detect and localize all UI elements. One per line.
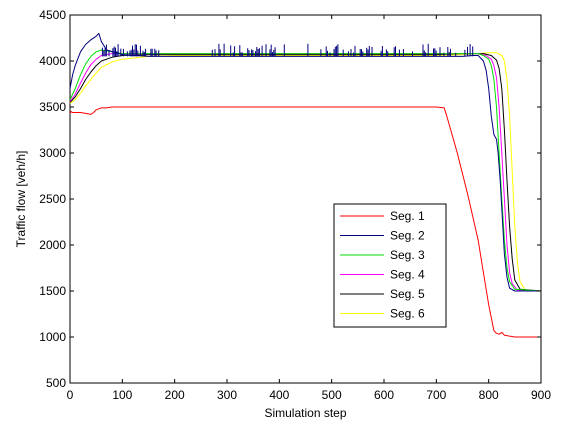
- x-tick-label: 800: [479, 388, 499, 402]
- x-tick-label: 0: [67, 388, 74, 402]
- x-tick-label: 600: [374, 388, 394, 402]
- legend-label-1: Seg. 1: [390, 209, 425, 223]
- x-tick-label: 900: [531, 388, 551, 402]
- legend-label-3: Seg. 3: [390, 248, 425, 262]
- y-tick-label: 4000: [39, 54, 66, 68]
- y-tick-label: 2500: [39, 192, 66, 206]
- x-tick-label: 500: [322, 388, 342, 402]
- y-axis-label: Traffic flow [veh/h]: [14, 151, 28, 248]
- y-tick-label: 3000: [39, 146, 66, 160]
- y-tick-label: 3500: [39, 100, 66, 114]
- x-tick-label: 700: [426, 388, 446, 402]
- x-tick-label: 200: [165, 388, 185, 402]
- axis-ticks: [69, 14, 542, 384]
- x-tick-label: 100: [112, 388, 132, 402]
- x-tick-label: 400: [269, 388, 289, 402]
- series-line-6: [69, 52, 542, 292]
- seg-2-oscillations: [101, 43, 474, 57]
- legend-label-2: Seg. 2: [390, 229, 425, 243]
- legend-label-6: Seg. 6: [390, 307, 425, 321]
- legend: Seg. 1 Seg. 2 Seg. 3 Seg. 4 Seg. 5 Seg. 6: [333, 203, 447, 328]
- y-tick-label: 1000: [39, 330, 66, 344]
- x-tick-labels: 0 100 200 300 400 500 600 700 800 900: [67, 388, 552, 402]
- plot-area: [69, 14, 542, 384]
- y-tick-label: 500: [46, 376, 66, 390]
- series-line-5: [69, 53, 542, 292]
- legend-label-4: Seg. 4: [390, 268, 425, 282]
- legend-label-5: Seg. 5: [390, 287, 425, 301]
- series-line-3: [69, 49, 542, 292]
- series-line-1: [69, 106, 541, 338]
- y-tick-label: 4500: [39, 8, 66, 22]
- x-axis-label: Simulation step: [264, 406, 346, 420]
- y-tick-labels: 500 1000 1500 2000 2500 3000 3500 4000 4500: [39, 8, 66, 390]
- y-tick-label: 2000: [39, 238, 66, 252]
- seg-2-spikes: [101, 43, 474, 57]
- legend-box: [333, 203, 447, 328]
- x-tick-label: 300: [217, 388, 237, 402]
- y-tick-label: 1500: [39, 284, 66, 298]
